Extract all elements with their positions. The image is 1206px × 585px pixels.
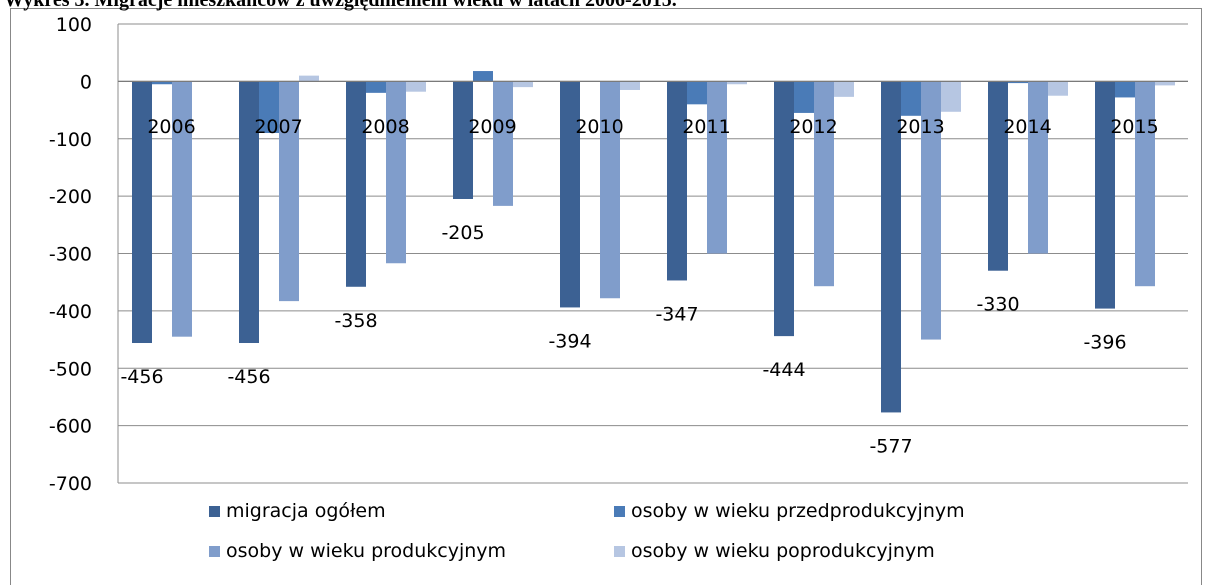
- bar: [172, 81, 192, 337]
- bar: [1048, 81, 1068, 96]
- bar: [493, 81, 513, 206]
- bar: [941, 81, 961, 112]
- legend-swatch: [614, 506, 625, 517]
- data-label: -456: [120, 366, 163, 388]
- x-tick-label: 2013: [896, 116, 944, 138]
- bar: [560, 81, 580, 308]
- bar: [1115, 81, 1135, 98]
- bar: [406, 81, 426, 92]
- bar: [1028, 81, 1048, 254]
- data-label: -577: [869, 435, 912, 457]
- data-label: -347: [655, 303, 698, 325]
- bar: [620, 81, 640, 90]
- bar: [299, 75, 319, 82]
- bar: [814, 81, 834, 287]
- y-tick-label: -400: [49, 301, 92, 323]
- legend-label: osoby w wieku poprodukcyjnym: [631, 540, 935, 562]
- bar: [279, 81, 299, 302]
- legend-swatch: [614, 546, 625, 557]
- bar: [834, 81, 854, 97]
- y-tick-label: -500: [49, 358, 92, 380]
- bar: [1008, 81, 1028, 84]
- y-tick-label: -300: [49, 244, 92, 266]
- x-tick-label: 2006: [147, 116, 195, 138]
- bar: [667, 81, 687, 281]
- legend-label: osoby w wieku produkcyjnym: [226, 540, 506, 562]
- bar: [132, 81, 152, 344]
- bar: [921, 81, 941, 340]
- bar: [901, 81, 921, 116]
- y-tick-label: -600: [49, 416, 92, 438]
- data-label: -444: [762, 359, 805, 381]
- bar: [707, 81, 727, 254]
- x-tick-label: 2011: [682, 116, 730, 138]
- y-tick-label: -100: [49, 129, 92, 151]
- x-tick-label: 2007: [254, 116, 302, 138]
- x-tick-label: 2010: [575, 116, 623, 138]
- data-label: -394: [548, 330, 591, 352]
- bar: [774, 81, 794, 337]
- bar: [513, 81, 533, 88]
- bar: [988, 81, 1008, 271]
- x-tick-label: 2008: [361, 116, 409, 138]
- legend-label: migracja ogółem: [226, 500, 386, 522]
- bar: [1095, 81, 1115, 309]
- bar: [794, 81, 814, 113]
- bar: [473, 71, 493, 82]
- legend-swatch: [209, 506, 220, 517]
- bar: [687, 81, 707, 105]
- data-label: -358: [334, 310, 377, 332]
- y-tick-label: 0: [80, 71, 92, 93]
- y-tick-label: -200: [49, 186, 92, 208]
- legend-swatch: [209, 546, 220, 557]
- bar: [152, 81, 172, 85]
- legend-label: osoby w wieku przedprodukcyjnym: [631, 500, 965, 522]
- chart-title: Wykres 3. Migracje mieszkańców z uwzględ…: [4, 0, 677, 11]
- y-tick-label: -700: [49, 473, 92, 495]
- bar: [239, 81, 259, 344]
- x-tick-label: 2014: [1003, 116, 1051, 138]
- bar: [881, 81, 901, 413]
- x-tick-label: 2009: [468, 116, 516, 138]
- data-label: -205: [441, 222, 484, 244]
- bar: [366, 81, 386, 93]
- bar: [1135, 81, 1155, 287]
- bar: [386, 81, 406, 264]
- x-tick-label: 2015: [1110, 116, 1158, 138]
- bar: [600, 81, 620, 299]
- bar: [453, 81, 473, 199]
- bar: [346, 81, 366, 287]
- x-tick-label: 2012: [789, 116, 837, 138]
- bar: [1155, 81, 1175, 86]
- bar: [727, 81, 747, 85]
- data-label: -330: [976, 294, 1019, 316]
- bar: [259, 81, 279, 134]
- data-label: -456: [227, 366, 270, 388]
- y-tick-label: 100: [56, 14, 92, 36]
- data-label: -396: [1083, 332, 1126, 354]
